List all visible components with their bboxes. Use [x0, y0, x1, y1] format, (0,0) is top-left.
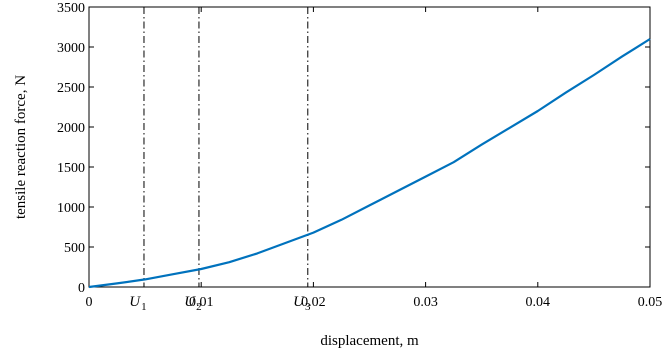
y-tick-label: 2000	[57, 121, 85, 136]
y-tick-label: 0	[78, 281, 85, 296]
series-line	[89, 39, 650, 287]
y-tick-label: 1000	[57, 201, 85, 216]
y-axis-label: tensile reaction force, N	[13, 75, 29, 219]
marker-label-sub: 3	[305, 301, 311, 313]
x-tick-label: 0.05	[638, 295, 663, 310]
marker-label-sub: 2	[196, 301, 202, 313]
x-tick-label: 0	[86, 295, 93, 310]
y-tick-label: 1500	[57, 161, 85, 176]
x-tick-label: 0.03	[413, 295, 438, 310]
x-axis-label: displacement, m	[320, 333, 419, 349]
y-tick-label: 3500	[57, 1, 85, 16]
y-tick-label: 2500	[57, 81, 85, 96]
x-tick-label: 0.04	[526, 295, 551, 310]
marker-label-main: U	[184, 294, 196, 310]
y-tick-label: 500	[64, 241, 85, 256]
marker-label-sub: 1	[141, 301, 147, 313]
y-tick-label: 3000	[57, 41, 85, 56]
marker-label-u1: U1	[129, 294, 146, 313]
marker-label-main: U	[129, 294, 141, 310]
axes-frame	[89, 7, 650, 287]
marker-label-main: U	[293, 294, 305, 310]
